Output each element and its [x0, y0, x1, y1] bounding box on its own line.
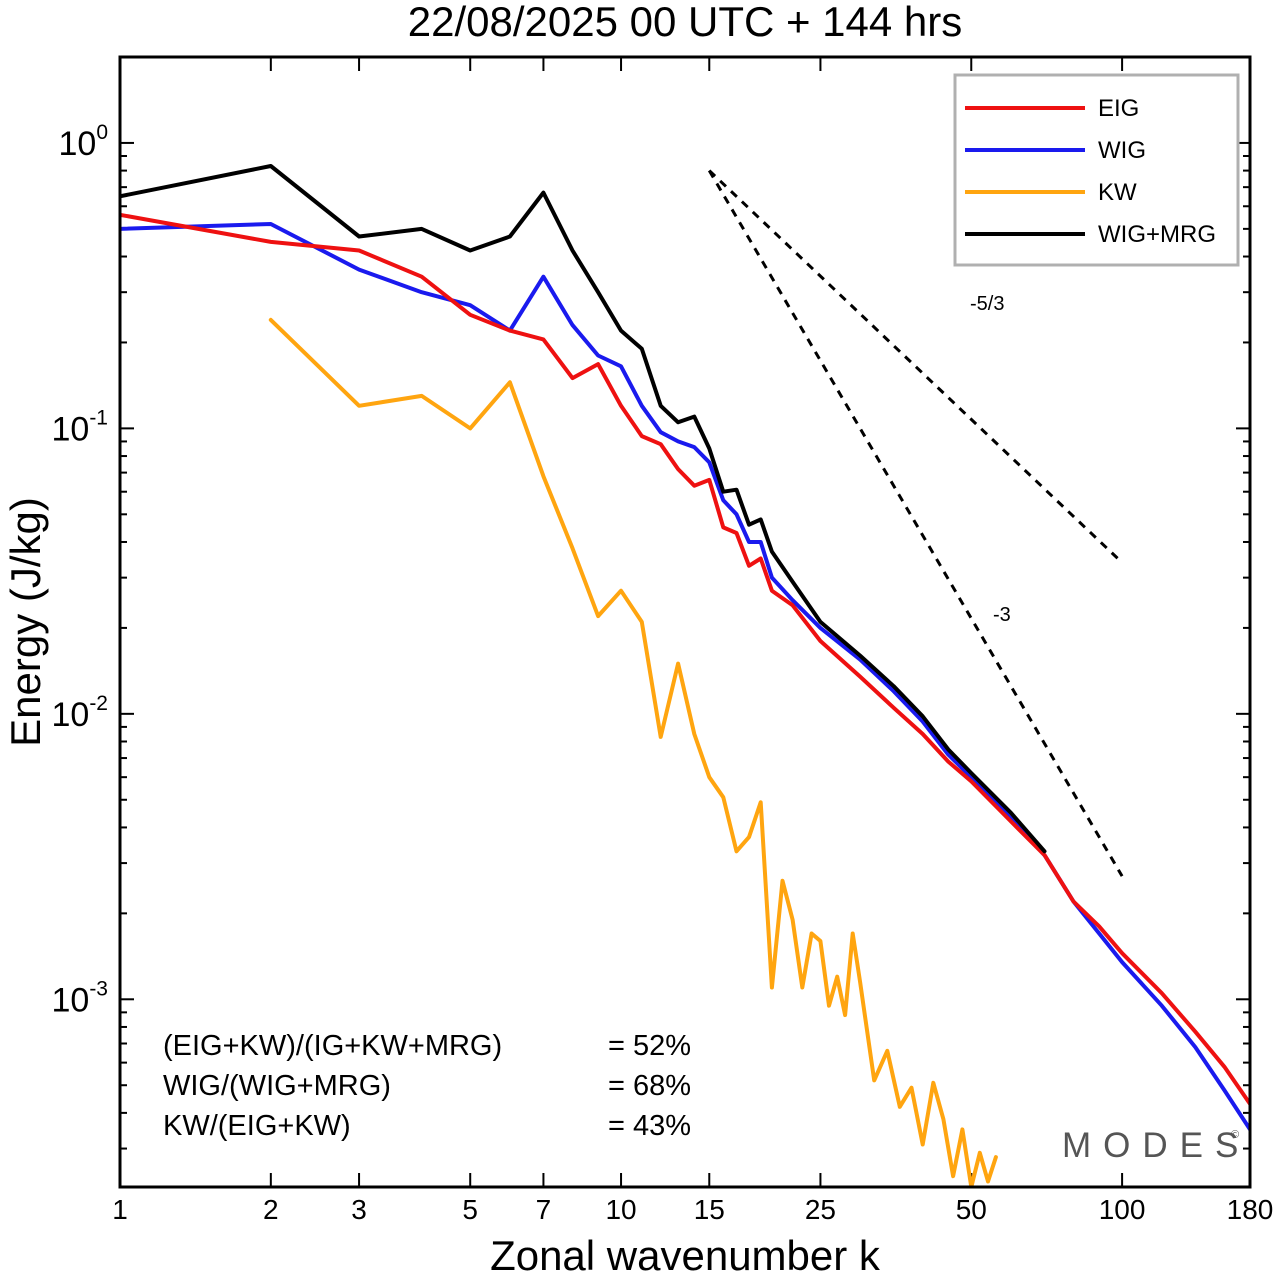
x-tick-label: 1 [112, 1194, 128, 1225]
reference-slope-1 [707, 169, 1124, 877]
copyright-mark: © [1231, 1129, 1239, 1141]
ratio-label-1: WIG/(WIG+MRG) [163, 1070, 391, 1102]
reference-slope-labels: -5/3 -3 [970, 293, 1011, 626]
y-tick-label: 10-1 [51, 406, 108, 448]
x-tick-label: 180 [1227, 1194, 1274, 1225]
y-tick-label: 100 [58, 121, 108, 163]
legend-label-1: WIG [1098, 137, 1146, 164]
legend-label-2: KW [1098, 179, 1137, 206]
legend-label-0: EIG [1098, 95, 1139, 122]
ratio-label-0: (EIG+KW)/(IG+KW+MRG) [163, 1030, 502, 1062]
series-line-wig-mrg [120, 164, 1047, 854]
x-tick-label: 3 [351, 1194, 367, 1225]
plot-frame [118, 55, 1252, 1189]
reference-slope-label-1: -3 [993, 604, 1011, 626]
x-tick-label: 50 [956, 1194, 987, 1225]
x-tick-label: 10 [605, 1194, 636, 1225]
series-line-eig [120, 212, 1250, 1106]
reference-slope-label-0: -5/3 [970, 293, 1004, 315]
y-tick-labels: 100 10-1 10-2 10-3 [51, 121, 108, 1019]
reference-slopes [707, 169, 1124, 877]
x-tick-label: 2 [263, 1194, 279, 1225]
chart-title: 22/08/2025 00 UTC + 144 hrs [408, 0, 963, 45]
y-tick-label: 10-2 [51, 692, 108, 734]
ratio-value-0: = 52% [608, 1030, 691, 1062]
ratio-value-1: = 68% [608, 1070, 691, 1102]
series-line-kw [268, 317, 998, 1187]
legend: EIG WIG KW WIG+MRG [953, 73, 1240, 267]
legend-label-3: WIG+MRG [1098, 221, 1216, 248]
modes-watermark: MODES [1062, 1126, 1250, 1165]
ratio-value-2: = 43% [608, 1110, 691, 1142]
x-tick-label: 15 [694, 1194, 725, 1225]
x-axis-label: Zonal wavenumber k [490, 1232, 881, 1279]
ratio-label-2: KW/(EIG+KW) [163, 1110, 351, 1142]
x-tick-label: 100 [1099, 1194, 1146, 1225]
x-tick-labels: 1 2 3 5 7 10 15 25 50 100 180 [112, 1194, 1273, 1225]
x-tick-label: 7 [536, 1194, 552, 1225]
reference-slope-0 [708, 169, 1124, 564]
data-series [120, 164, 1250, 1187]
y-axis-label: Energy (J/kg) [2, 497, 49, 747]
x-tick-label: 25 [805, 1194, 836, 1225]
y-tick-label: 10-3 [51, 977, 108, 1019]
ratio-annotations: (EIG+KW)/(IG+KW+MRG) = 52% WIG/(WIG+MRG)… [163, 1030, 691, 1142]
x-tick-label: 5 [462, 1194, 478, 1225]
